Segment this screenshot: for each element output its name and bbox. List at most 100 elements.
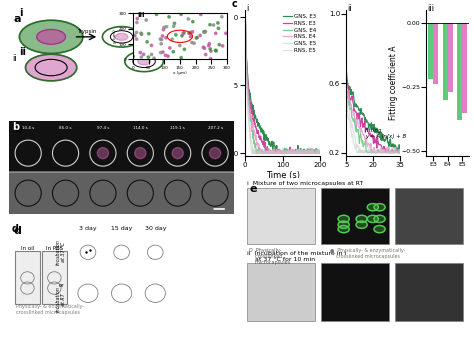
Bar xyxy=(443,23,448,100)
Bar xyxy=(159,172,196,213)
GNS, E3 xyxy=(287,151,293,155)
Line: RNS, E3: RNS, E3 xyxy=(246,19,320,153)
FancyBboxPatch shape xyxy=(247,263,315,321)
Ellipse shape xyxy=(19,20,83,54)
RNS, E4 xyxy=(243,15,248,19)
Ellipse shape xyxy=(210,148,221,159)
GNS, E3 xyxy=(306,149,312,153)
Text: O  Physically-
    crosslinked
    microcapsules: O Physically- crosslinked microcapsules xyxy=(249,248,291,265)
Circle shape xyxy=(338,221,349,228)
GNS, E4 xyxy=(311,151,317,155)
RNS, E3 xyxy=(311,151,317,155)
Circle shape xyxy=(356,216,367,222)
Text: c: c xyxy=(231,0,237,9)
GNS, E3 xyxy=(289,151,294,155)
GNS, E3 xyxy=(243,15,248,19)
RNS, E5 xyxy=(287,149,293,153)
Circle shape xyxy=(338,216,349,222)
Ellipse shape xyxy=(36,29,65,44)
Bar xyxy=(9,172,47,213)
RNS, E5 xyxy=(250,151,256,155)
Text: Trypsin: Trypsin xyxy=(77,29,96,34)
GNS, E5 xyxy=(287,151,293,155)
GNS, E4 xyxy=(254,151,260,155)
GNS, E5 xyxy=(289,150,294,154)
Text: ii: ii xyxy=(19,47,26,57)
RNS, E4 xyxy=(306,151,312,155)
GNS, E5 xyxy=(306,146,312,150)
Line: RNS, E4: RNS, E4 xyxy=(246,17,320,153)
Circle shape xyxy=(356,221,367,228)
RNS, E5 xyxy=(306,151,312,155)
RNS, E4 xyxy=(259,151,264,155)
Circle shape xyxy=(374,216,385,222)
RNS, E3 xyxy=(265,151,271,155)
Text: iii: iii xyxy=(427,4,434,13)
GNS, E5 xyxy=(318,150,323,154)
RNS, E5 xyxy=(311,151,317,155)
FancyBboxPatch shape xyxy=(321,188,389,244)
RNS, E4 xyxy=(289,151,294,155)
Ellipse shape xyxy=(135,148,146,159)
Line: RNS, E5: RNS, E5 xyxy=(246,17,320,153)
Text: or: or xyxy=(58,283,64,288)
Text: b: b xyxy=(12,122,19,132)
FancyBboxPatch shape xyxy=(395,188,463,244)
GNS, E5 xyxy=(311,151,317,155)
Line: GNS, E4: GNS, E4 xyxy=(246,17,320,153)
GNS, E3 xyxy=(287,146,293,150)
Bar xyxy=(462,23,467,113)
RNS, E5 xyxy=(287,151,293,155)
RNS, E5 xyxy=(243,15,248,19)
FancyBboxPatch shape xyxy=(42,251,67,305)
Text: ii: ii xyxy=(347,4,352,13)
FancyBboxPatch shape xyxy=(247,188,315,244)
Text: e: e xyxy=(249,184,257,194)
Text: Fitting
y = A ln(x) + B: Fitting y = A ln(x) + B xyxy=(365,128,407,139)
Text: 15 day: 15 day xyxy=(111,226,132,231)
Text: i  Mixture of two microcapsules at RT: i Mixture of two microcapsules at RT xyxy=(247,181,364,186)
GNS, E4 xyxy=(287,150,293,154)
Text: In PBS: In PBS xyxy=(46,246,63,251)
Line: GNS, E3: GNS, E3 xyxy=(246,17,320,153)
GNS, E4 xyxy=(243,15,248,19)
RNS, E3 xyxy=(289,151,294,155)
GNS, E5 xyxy=(243,29,248,33)
RNS, E3 xyxy=(287,145,293,149)
RNS, E4 xyxy=(243,32,248,36)
RNS, E3 xyxy=(243,33,248,37)
Text: 114.0 s: 114.0 s xyxy=(133,126,148,130)
Bar xyxy=(457,23,462,120)
Text: i: i xyxy=(246,4,249,13)
GNS, E3 xyxy=(318,150,323,154)
Bar xyxy=(196,172,234,213)
X-axis label: Time (s): Time (s) xyxy=(266,171,300,180)
GNS, E4 xyxy=(287,151,293,155)
Text: 85.0 s: 85.0 s xyxy=(59,126,72,130)
RNS, E5 xyxy=(289,151,294,155)
RNS, E5 xyxy=(318,151,323,155)
Ellipse shape xyxy=(172,148,183,159)
Text: a: a xyxy=(14,14,21,24)
GNS, E5 xyxy=(249,151,255,155)
Y-axis label: Normalised FI: Normalised FI xyxy=(216,54,225,112)
RNS, E3 xyxy=(318,151,323,155)
Ellipse shape xyxy=(97,148,109,159)
Line: GNS, E5: GNS, E5 xyxy=(246,17,320,153)
Circle shape xyxy=(374,204,385,211)
Ellipse shape xyxy=(163,42,176,49)
RNS, E4 xyxy=(311,151,317,155)
GNS, E5 xyxy=(287,148,293,152)
Bar xyxy=(122,172,159,213)
Text: 3 day: 3 day xyxy=(79,226,97,231)
Y-axis label: Fitting coefficient A: Fitting coefficient A xyxy=(389,46,398,120)
Legend: GNS, E3, RNS, E3, GNS, E4, RNS, E4, GNS, E5, RNS, E5: GNS, E3, RNS, E3, GNS, E4, RNS, E4, GNS,… xyxy=(282,13,318,54)
RNS, E4 xyxy=(287,148,293,152)
GNS, E5 xyxy=(243,15,248,19)
Bar xyxy=(84,172,122,213)
Ellipse shape xyxy=(137,58,150,65)
Circle shape xyxy=(338,226,349,233)
GNS, E3 xyxy=(311,149,317,153)
GNS, E4 xyxy=(306,149,312,153)
Bar xyxy=(47,172,84,213)
